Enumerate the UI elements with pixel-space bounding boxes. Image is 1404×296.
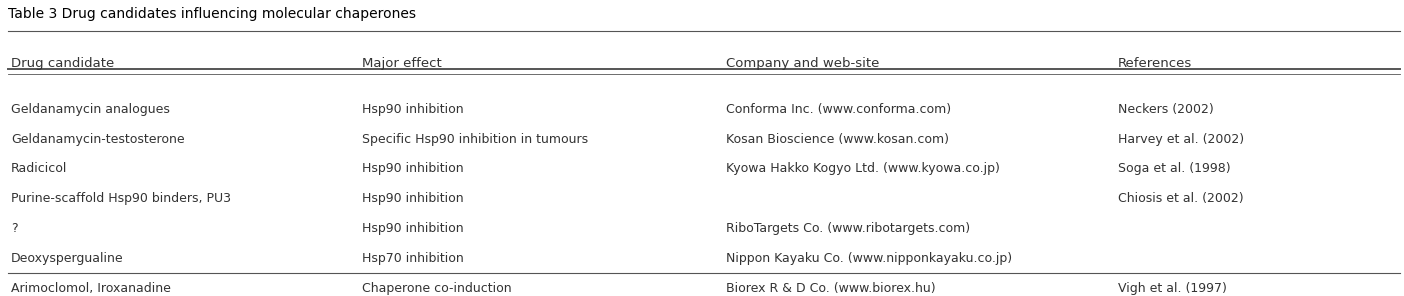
- Text: Harvey et al. (2002): Harvey et al. (2002): [1118, 133, 1244, 146]
- Text: RiboTargets Co. (www.ribotargets.com): RiboTargets Co. (www.ribotargets.com): [726, 222, 970, 235]
- Text: Biorex R & D Co. (www.biorex.hu): Biorex R & D Co. (www.biorex.hu): [726, 282, 935, 295]
- Text: Kyowa Hakko Kogyo Ltd. (www.kyowa.co.jp): Kyowa Hakko Kogyo Ltd. (www.kyowa.co.jp): [726, 163, 1000, 176]
- Text: Drug candidate: Drug candidate: [11, 57, 115, 70]
- Text: Radicicol: Radicicol: [11, 163, 67, 176]
- Text: Soga et al. (1998): Soga et al. (1998): [1118, 163, 1231, 176]
- Text: Geldanamycin analogues: Geldanamycin analogues: [11, 103, 170, 116]
- Text: ?: ?: [11, 222, 18, 235]
- Text: Company and web-site: Company and web-site: [726, 57, 879, 70]
- Text: Vigh et al. (1997): Vigh et al. (1997): [1118, 282, 1227, 295]
- Text: References: References: [1118, 57, 1192, 70]
- Text: Chiosis et al. (2002): Chiosis et al. (2002): [1118, 192, 1244, 205]
- Text: Hsp70 inhibition: Hsp70 inhibition: [361, 252, 463, 265]
- Text: Hsp90 inhibition: Hsp90 inhibition: [361, 222, 463, 235]
- Text: Deoxyspergualine: Deoxyspergualine: [11, 252, 124, 265]
- Text: Nippon Kayaku Co. (www.nipponkayaku.co.jp): Nippon Kayaku Co. (www.nipponkayaku.co.j…: [726, 252, 1012, 265]
- Text: Chaperone co-induction: Chaperone co-induction: [361, 282, 511, 295]
- Text: Geldanamycin-testosterone: Geldanamycin-testosterone: [11, 133, 185, 146]
- Text: Purine-scaffold Hsp90 binders, PU3: Purine-scaffold Hsp90 binders, PU3: [11, 192, 232, 205]
- Text: Specific Hsp90 inhibition in tumours: Specific Hsp90 inhibition in tumours: [361, 133, 588, 146]
- Text: Hsp90 inhibition: Hsp90 inhibition: [361, 192, 463, 205]
- Text: Conforma Inc. (www.conforma.com): Conforma Inc. (www.conforma.com): [726, 103, 951, 116]
- Text: Major effect: Major effect: [361, 57, 441, 70]
- Text: Hsp90 inhibition: Hsp90 inhibition: [361, 103, 463, 116]
- Text: Kosan Bioscience (www.kosan.com): Kosan Bioscience (www.kosan.com): [726, 133, 949, 146]
- Text: Table 3 Drug candidates influencing molecular chaperones: Table 3 Drug candidates influencing mole…: [8, 7, 417, 21]
- Text: Arimoclomol, Iroxanadine: Arimoclomol, Iroxanadine: [11, 282, 171, 295]
- Text: Hsp90 inhibition: Hsp90 inhibition: [361, 163, 463, 176]
- Text: Neckers (2002): Neckers (2002): [1118, 103, 1214, 116]
